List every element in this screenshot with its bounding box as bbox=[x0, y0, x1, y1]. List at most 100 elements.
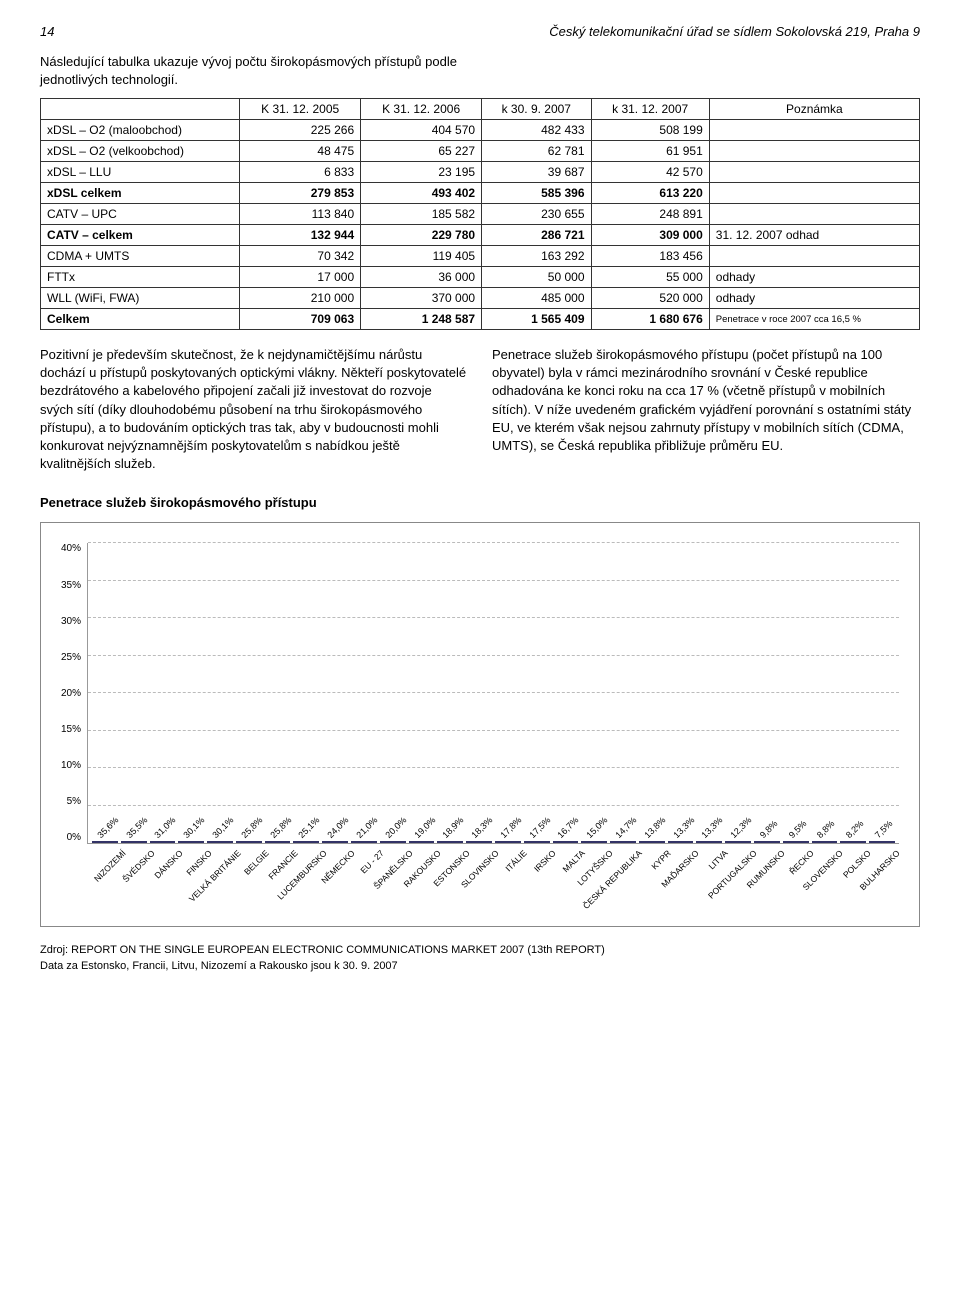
bar-value-label: 8,2% bbox=[844, 819, 866, 841]
table-cell: 17 000 bbox=[240, 267, 361, 288]
gridline bbox=[88, 730, 899, 731]
table-cell bbox=[709, 204, 919, 225]
table-cell: 50 000 bbox=[482, 267, 591, 288]
row-label: WLL (WiFi, FWA) bbox=[41, 288, 240, 309]
table-cell: 70 342 bbox=[240, 246, 361, 267]
table-header-cell: Poznámka bbox=[709, 99, 919, 120]
table-row: CDMA + UMTS70 342119 405163 292183 456 bbox=[41, 246, 920, 267]
bar-value-label: 19,0% bbox=[412, 815, 437, 840]
gridline bbox=[88, 617, 899, 618]
y-tick-label: 5% bbox=[61, 796, 81, 807]
row-label: CATV – UPC bbox=[41, 204, 240, 225]
y-axis: 40%35%30%25%20%15%10%5%0% bbox=[61, 543, 87, 843]
bar-value-label: 24,0% bbox=[326, 815, 351, 840]
row-label: xDSL celkem bbox=[41, 183, 240, 204]
table-cell: 613 220 bbox=[591, 183, 709, 204]
table-row: CATV – celkem132 944229 780286 721309 00… bbox=[41, 225, 920, 246]
table-cell: odhady bbox=[709, 267, 919, 288]
y-tick-label: 35% bbox=[61, 580, 81, 591]
table-row: WLL (WiFi, FWA)210 000370 000485 000520 … bbox=[41, 288, 920, 309]
bar-value-label: 31,0% bbox=[153, 815, 178, 840]
bar-fill bbox=[495, 841, 521, 843]
bar-value-label: 17,8% bbox=[498, 815, 523, 840]
table-cell bbox=[709, 183, 919, 204]
row-label: xDSL – LLU bbox=[41, 162, 240, 183]
bar-fill bbox=[351, 841, 377, 843]
bar-fill bbox=[783, 841, 809, 843]
y-tick-label: 25% bbox=[61, 652, 81, 663]
table-cell: 404 570 bbox=[361, 120, 482, 141]
gridline bbox=[88, 655, 899, 656]
bar-value-label: 8,8% bbox=[815, 819, 837, 841]
bar-fill bbox=[754, 841, 780, 843]
table-cell: 62 781 bbox=[482, 141, 591, 162]
table-cell: 48 475 bbox=[240, 141, 361, 162]
bar-value-label: 9,5% bbox=[787, 819, 809, 841]
table-cell: 31. 12. 2007 odhad bbox=[709, 225, 919, 246]
bar-fill bbox=[553, 841, 579, 843]
x-axis: NIZOZEMÍŠVÉDSKODÁNSKOFINSKOVELKÁ BRITÁNI… bbox=[91, 848, 899, 918]
table-cell: 185 582 bbox=[361, 204, 482, 225]
chart-plot: 35,6%35,5%31,0%30,1%30,1%25,8%25,8%25,1%… bbox=[87, 543, 899, 844]
y-tick-label: 30% bbox=[61, 616, 81, 627]
bar-fill bbox=[207, 841, 233, 843]
bar-fill bbox=[121, 841, 147, 843]
page-header: 14 Český telekomunikační úřad se sídlem … bbox=[40, 24, 920, 39]
table-cell: 6 833 bbox=[240, 162, 361, 183]
bar-value-label: 30,1% bbox=[210, 815, 235, 840]
y-tick-label: 40% bbox=[61, 543, 81, 554]
table-cell: 55 000 bbox=[591, 267, 709, 288]
table-cell: 39 687 bbox=[482, 162, 591, 183]
chart-title: Penetrace služeb širokopásmového přístup… bbox=[40, 495, 920, 510]
table-row: xDSL celkem279 853493 402585 396613 220 bbox=[41, 183, 920, 204]
table-cell: 493 402 bbox=[361, 183, 482, 204]
bar-value-label: 16,7% bbox=[556, 815, 581, 840]
chart-footer: Zdroj: REPORT ON THE SINGLE EUROPEAN ELE… bbox=[40, 943, 920, 974]
bar-fill bbox=[524, 841, 550, 843]
bar-fill bbox=[380, 841, 406, 843]
table-cell: 585 396 bbox=[482, 183, 591, 204]
table-cell: 1 248 587 bbox=[361, 309, 482, 330]
bar-fill bbox=[409, 841, 435, 843]
header-title: Český telekomunikační úřad se sídlem Sok… bbox=[549, 24, 920, 39]
bar-value-label: 25,8% bbox=[268, 815, 293, 840]
table-cell: 225 266 bbox=[240, 120, 361, 141]
bar-value-label: 35,5% bbox=[124, 815, 149, 840]
bar-value-label: 21,0% bbox=[354, 815, 379, 840]
bar-fill bbox=[437, 841, 463, 843]
table-row: xDSL – LLU6 83323 19539 68742 570 bbox=[41, 162, 920, 183]
row-label: xDSL – O2 (maloobchod) bbox=[41, 120, 240, 141]
bar-value-label: 30,1% bbox=[182, 815, 207, 840]
table-cell: Penetrace v roce 2007 cca 16,5 % bbox=[709, 309, 919, 330]
table-cell: 23 195 bbox=[361, 162, 482, 183]
gridline bbox=[88, 692, 899, 693]
y-tick-label: 20% bbox=[61, 688, 81, 699]
bar-value-label: 13,3% bbox=[671, 815, 696, 840]
table-cell: 370 000 bbox=[361, 288, 482, 309]
row-label: xDSL – O2 (velkoobchod) bbox=[41, 141, 240, 162]
table-cell: 36 000 bbox=[361, 267, 482, 288]
row-label: Celkem bbox=[41, 309, 240, 330]
table-cell: 42 570 bbox=[591, 162, 709, 183]
table-cell: 210 000 bbox=[240, 288, 361, 309]
bar-value-label: 18,9% bbox=[441, 815, 466, 840]
y-tick-label: 10% bbox=[61, 760, 81, 771]
bar-fill bbox=[265, 841, 291, 843]
table-cell: 61 951 bbox=[591, 141, 709, 162]
bar-fill bbox=[840, 841, 866, 843]
table-cell: 286 721 bbox=[482, 225, 591, 246]
bar-value-label: 17,5% bbox=[527, 815, 552, 840]
text-columns: Pozitivní je především skutečnost, že k … bbox=[40, 346, 920, 473]
intro-paragraph: Následující tabulka ukazuje vývoj počtu … bbox=[40, 53, 460, 88]
bar-fill bbox=[812, 841, 838, 843]
bar-fill bbox=[581, 841, 607, 843]
table-cell: 229 780 bbox=[361, 225, 482, 246]
technology-table: K 31. 12. 2005K 31. 12. 2006k 30. 9. 200… bbox=[40, 98, 920, 330]
table-cell: 485 000 bbox=[482, 288, 591, 309]
bar-fill bbox=[178, 841, 204, 843]
bar-fill bbox=[869, 841, 895, 843]
table-row: xDSL – O2 (maloobchod)225 266404 570482 … bbox=[41, 120, 920, 141]
table-cell: odhady bbox=[709, 288, 919, 309]
bar-value-label: 12,3% bbox=[728, 815, 753, 840]
bar-value-label: 25,1% bbox=[297, 815, 322, 840]
